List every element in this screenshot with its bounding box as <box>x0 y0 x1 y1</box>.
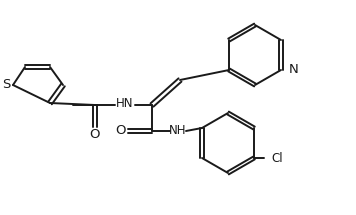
Text: Cl: Cl <box>271 152 283 164</box>
Text: O: O <box>115 124 125 138</box>
Text: NH: NH <box>169 124 187 138</box>
Text: O: O <box>90 127 100 140</box>
Text: HN: HN <box>116 97 134 111</box>
Text: S: S <box>2 77 10 91</box>
Text: N: N <box>289 63 299 77</box>
